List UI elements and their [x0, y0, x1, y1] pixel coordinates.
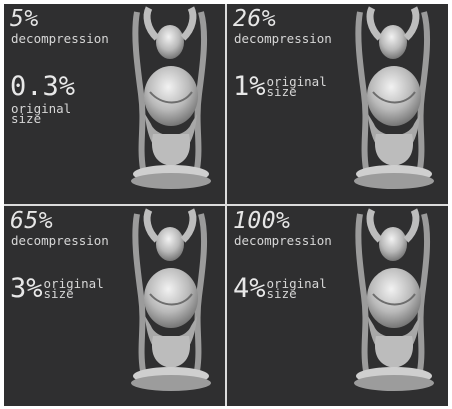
- decompression-percent: 65%: [10, 208, 54, 234]
- original-size-label: original size: [43, 276, 104, 301]
- statue-render: [354, 208, 434, 391]
- decompression-label: decompression: [11, 31, 109, 46]
- decompression-label: decompression: [234, 233, 332, 248]
- original-size: 3% original size: [10, 274, 114, 304]
- original-size-value: 1%: [233, 71, 266, 102]
- decompression-label: decompression: [11, 233, 109, 248]
- comparison-grid: 5% decompression 0.3% original size: [4, 4, 448, 406]
- original-size-value: 3%: [10, 273, 43, 304]
- decompression-percent: 100%: [233, 208, 291, 234]
- panel-5-percent: 5% decompression 0.3% original size: [4, 4, 225, 204]
- decompression-percent: 5%: [10, 6, 39, 32]
- decompression-label: decompression: [234, 31, 332, 46]
- original-size: 4% original size: [233, 274, 337, 304]
- statue-render: [131, 6, 211, 189]
- original-size-value: 4%: [233, 273, 266, 304]
- panel-26-percent: 26% decompression 1% original size: [227, 4, 448, 204]
- original-size-value: 0.3%: [10, 71, 76, 102]
- original-size-label: original size: [11, 101, 72, 126]
- original-size-label: original size: [266, 74, 327, 99]
- statue-render: [354, 6, 434, 189]
- original-size: 1% original size: [233, 72, 337, 102]
- statue-render: [131, 208, 211, 391]
- original-size-label: original size: [266, 276, 327, 301]
- decompression-percent: 26%: [233, 6, 277, 32]
- panel-100-percent: 100% decompression 4% original size: [227, 206, 448, 406]
- panel-65-percent: 65% decompression 3% original size: [4, 206, 225, 406]
